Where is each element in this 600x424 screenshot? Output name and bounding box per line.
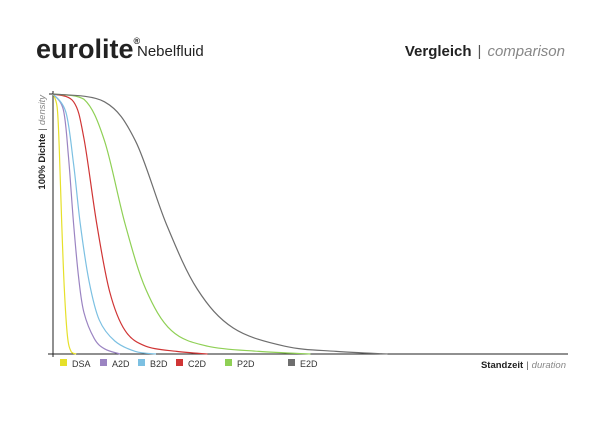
x-axis-label: Standzeit | duration: [481, 360, 566, 371]
logo-text: eurolite: [36, 34, 134, 64]
x-label-main: Standzeit: [481, 360, 524, 371]
series-line: [52, 93, 208, 355]
legend-swatch: [176, 359, 183, 366]
legend-label: A2D: [112, 359, 130, 369]
title-main: Vergleich: [405, 43, 472, 60]
legend-swatch: [288, 359, 295, 366]
legend-label: E2D: [300, 359, 318, 369]
series-line: [52, 93, 388, 355]
title-sub: comparison: [487, 43, 565, 60]
series-line: [52, 93, 157, 355]
legend-label: P2D: [237, 359, 255, 369]
legend-swatch: [138, 359, 145, 366]
legend-label: DSA: [72, 359, 91, 369]
legend-label: C2D: [188, 359, 207, 369]
legend-swatch: [225, 359, 232, 366]
legend-swatch: [60, 359, 67, 366]
legend-swatch: [100, 359, 107, 366]
title-separator: |: [478, 43, 482, 60]
legend-label: B2D: [150, 359, 168, 369]
y-axis-label: 100% Dichte | density: [37, 94, 48, 190]
brand-logo: eurolite®: [36, 34, 141, 64]
series-line: [52, 93, 121, 355]
y-label-sub: density: [37, 94, 48, 125]
trademark: ®: [134, 36, 141, 46]
x-label-separator: |: [526, 360, 528, 371]
y-label-separator: |: [37, 128, 48, 130]
y-label-main: 100% Dichte: [37, 134, 48, 190]
chart-title: Vergleich | comparison: [405, 43, 565, 60]
x-label-sub: duration: [532, 360, 566, 371]
series-line: [52, 93, 311, 355]
product-name: Nebelfluid: [137, 43, 204, 60]
series-line: [52, 93, 77, 355]
